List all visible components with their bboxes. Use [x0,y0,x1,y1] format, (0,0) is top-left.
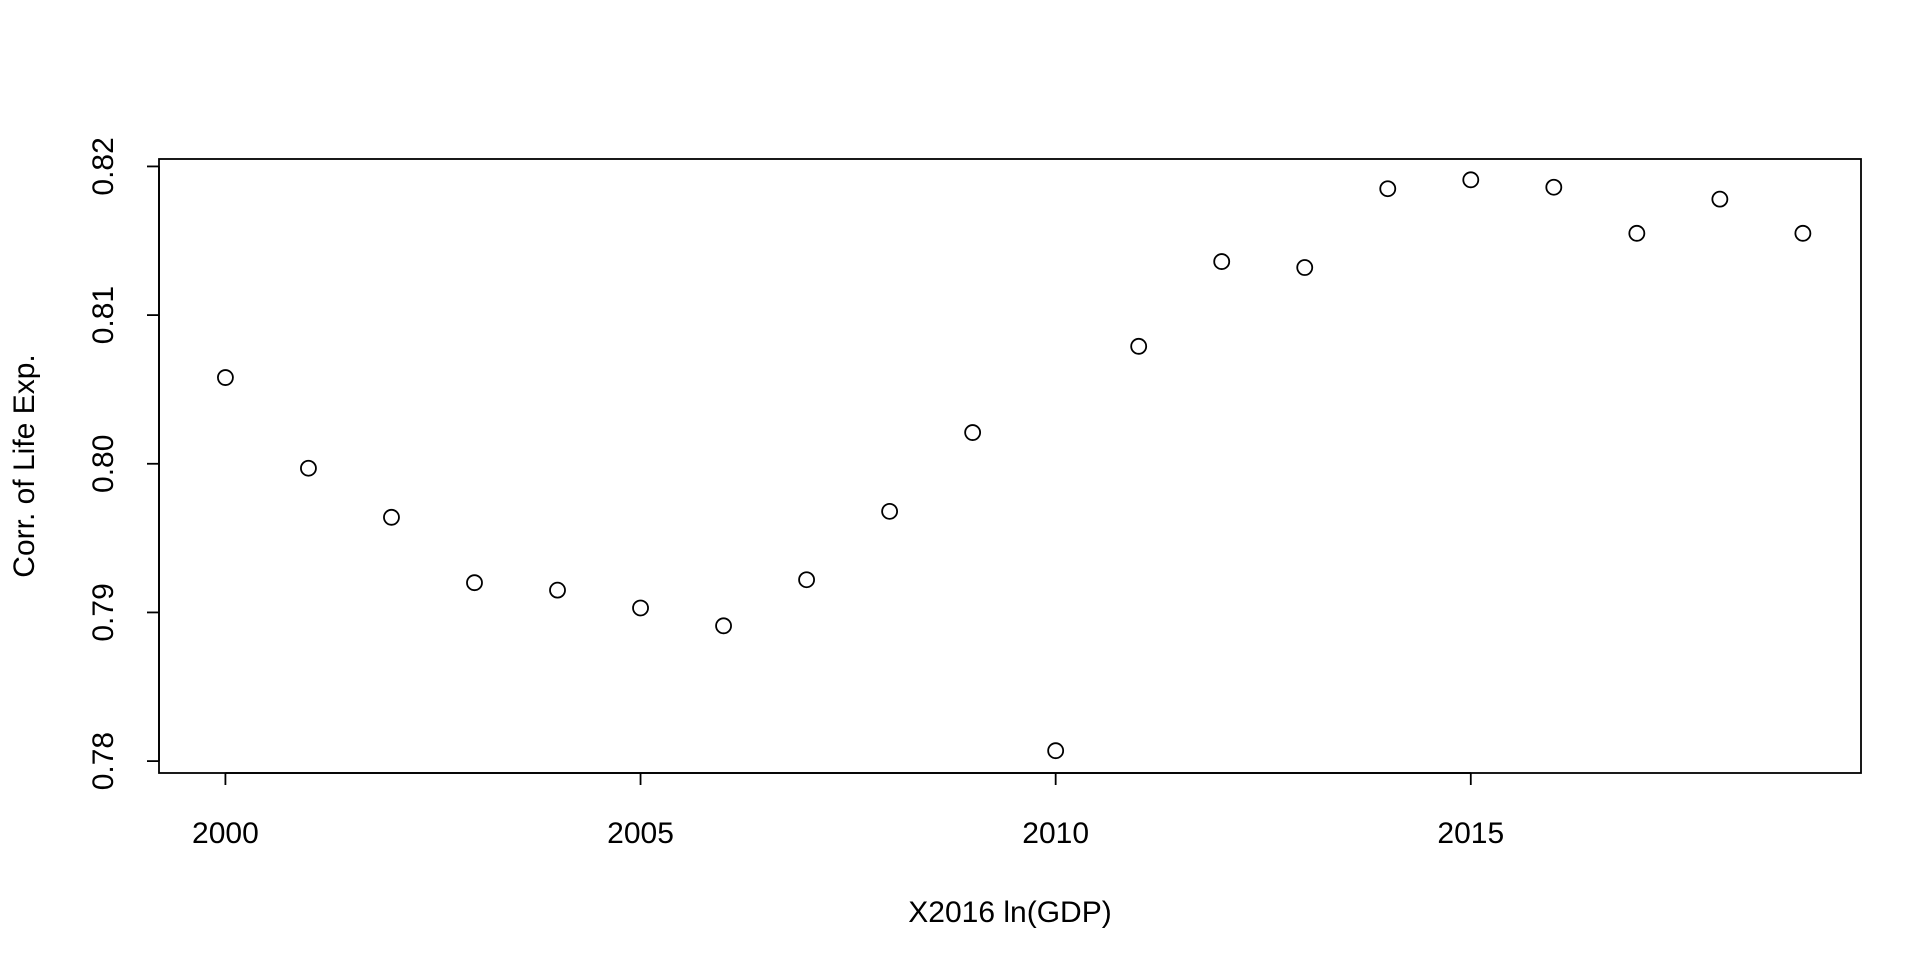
data-point [383,508,400,526]
data-point [466,574,483,592]
x-tick-label: 2015 [1437,817,1504,850]
x-axis: 2000 2005 2010 2015 [192,772,1504,850]
data-point [1794,224,1812,242]
y-tick-label: 0.81 [87,286,120,344]
data-point [1296,259,1314,276]
y-axis: 0.78 0.79 0.80 0.81 0.82 [87,137,160,790]
data-point [300,459,317,477]
y-tick-label: 0.79 [87,583,120,641]
data-point [1462,171,1480,189]
x-axis-label: X2016 ln(GDP) [908,896,1111,929]
data-point [1047,742,1065,760]
data-point [1379,180,1397,198]
data-point [1711,190,1729,208]
data-points [217,171,1812,760]
data-point [1130,337,1148,355]
data-point [1213,253,1231,270]
y-tick-label: 0.82 [87,137,120,195]
x-tick-label: 2000 [192,817,259,850]
x-tick-label: 2010 [1022,817,1089,850]
data-point [798,571,815,589]
data-point [549,581,566,599]
data-point [632,599,649,617]
data-point [715,617,732,635]
data-point [1628,224,1646,242]
y-tick-label: 0.80 [87,435,120,493]
data-point [1545,178,1563,196]
data-point [881,502,899,520]
x-tick-label: 2005 [607,817,674,850]
y-tick-label: 0.78 [87,732,120,790]
plot-frame [158,158,1862,774]
data-point [217,369,234,386]
data-point [964,424,982,441]
y-axis-label: Corr. of Life Exp. [8,354,41,577]
